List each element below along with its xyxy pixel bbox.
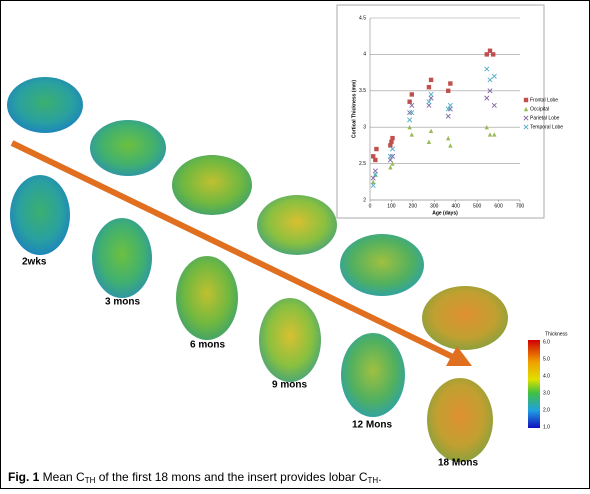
legend-label: Occipital [530,106,549,112]
y-tick-label: 2 [363,197,366,203]
point [427,85,431,89]
time-label: 3 mons [105,297,140,308]
y-tick-label: 2.5 [359,161,366,167]
brain-top [176,256,238,340]
colorbar-label: 5.0 [543,356,550,362]
caption-text: . [378,470,381,484]
inset-frame [337,5,544,218]
x-tick-label: 700 [516,203,525,209]
brain-lateral [422,286,508,350]
colorbar-label: 6.0 [543,339,550,345]
time-label: 18 Mons [438,458,478,469]
point [374,147,378,151]
x-tick-label: 0 [369,203,372,209]
colorbar-label: 1.0 [543,424,550,430]
time-label: 9 mons [272,380,307,391]
point [448,81,452,85]
caption: Fig. 1 Mean CTH of the first 18 mons and… [8,470,382,485]
brain-top [259,298,321,382]
point [446,89,450,93]
brain-lateral [257,195,337,255]
caption-text: of the first 18 mons and the insert prov… [95,470,367,484]
brain-lateral [340,234,424,296]
point [373,158,377,162]
x-tick-label: 400 [452,203,461,209]
colorbar-title: Thickness [545,331,568,337]
point [429,78,433,82]
brain-top [10,175,70,255]
y-axis-label: Cortical Thickness (mm) [351,80,357,138]
brain-top [92,218,152,298]
time-label: 2wks [22,257,47,268]
legend-label: Temporal Lobe [530,124,563,130]
colorbar-label: 3.0 [543,390,550,396]
brain-lateral [90,120,166,176]
legend-label: Frontal Lobe [530,97,558,103]
y-tick-label: 3.5 [359,88,366,94]
caption-sub: TH [368,476,379,485]
x-axis-label: Age (days) [432,210,458,216]
time-label: 6 mons [190,340,225,351]
x-tick-label: 200 [409,203,418,209]
time-label: 12 Mons [352,420,392,431]
y-tick-label: 3 [363,125,366,131]
brain-lateral [172,155,252,215]
figure: 2wks 3 mons 6 mons 9 mons 12 Mons 18 Mon… [0,0,590,489]
caption-text: Mean C [39,470,85,484]
colorbar-label: 2.0 [543,407,550,413]
x-tick-label: 600 [494,203,503,209]
point [390,136,394,140]
point [410,92,414,96]
colorbar-label: 4.0 [543,373,550,379]
point [491,52,495,56]
brain-top [341,333,405,417]
legend-label: Parietal Lobe [530,115,560,121]
caption-label: Fig. 1 [8,470,40,484]
x-tick-label: 300 [430,203,439,209]
brain-top [427,378,493,462]
y-tick-label: 4.5 [359,15,366,21]
colorbar-gradient [528,340,540,428]
brain-lateral [7,77,83,133]
x-tick-label: 100 [387,203,396,209]
legend-marker [524,98,528,102]
x-tick-label: 500 [473,203,482,209]
caption-sub: TH [85,476,96,485]
y-tick-label: 4 [363,52,366,58]
